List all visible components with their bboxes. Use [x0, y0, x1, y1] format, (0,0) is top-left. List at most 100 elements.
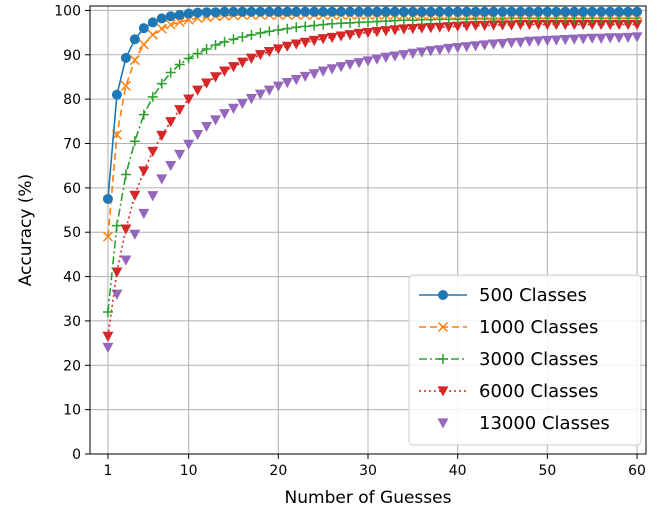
- y-tick-label: 40: [63, 270, 81, 286]
- data-point: [363, 16, 373, 27]
- data-point: [111, 289, 123, 300]
- data-point: [102, 307, 113, 318]
- x-tick-label: 50: [538, 463, 556, 479]
- series-6000-classes: [102, 19, 643, 342]
- data-point: [335, 31, 347, 42]
- data-point: [398, 6, 409, 17]
- data-point: [569, 6, 580, 17]
- data-point: [201, 78, 213, 89]
- data-point: [299, 71, 311, 83]
- data-point: [541, 35, 553, 47]
- y-tick-label: 90: [63, 48, 81, 64]
- data-point: [632, 6, 643, 17]
- data-point: [111, 267, 123, 278]
- data-point: [183, 8, 194, 19]
- data-point: [532, 36, 544, 47]
- data-point: [156, 174, 168, 185]
- series-500-classes: [102, 6, 643, 204]
- data-point: [174, 105, 186, 116]
- data-point: [129, 34, 140, 45]
- data-point: [290, 74, 302, 86]
- data-point: [273, 6, 284, 17]
- data-point: [111, 89, 122, 100]
- legend-marker: [437, 418, 449, 429]
- data-point: [345, 6, 356, 17]
- data-point: [578, 6, 589, 17]
- data-point: [309, 6, 320, 17]
- data-point: [318, 19, 329, 30]
- data-point: [550, 35, 562, 46]
- data-point: [129, 190, 141, 201]
- data-point: [102, 231, 113, 242]
- data-point: [354, 17, 365, 28]
- data-point: [192, 7, 203, 18]
- data-point: [613, 19, 625, 31]
- legend-item: 6000 Classes: [419, 381, 598, 402]
- data-point: [165, 117, 177, 128]
- data-point: [290, 39, 302, 50]
- data-point: [514, 19, 526, 31]
- data-point: [363, 6, 373, 17]
- data-point: [192, 129, 204, 141]
- data-point: [577, 19, 589, 31]
- data-point: [336, 18, 347, 29]
- data-point: [300, 6, 311, 17]
- data-point: [102, 193, 113, 204]
- data-point: [255, 6, 266, 17]
- data-point: [353, 58, 365, 69]
- series-line: [107, 14, 638, 237]
- data-point: [488, 6, 499, 17]
- data-point: [523, 36, 535, 47]
- data-point: [461, 6, 472, 17]
- data-point: [264, 6, 275, 17]
- y-tick-label: 60: [63, 181, 81, 197]
- x-tick-label: 20: [269, 463, 287, 479]
- data-point: [497, 20, 509, 31]
- data-point: [461, 21, 473, 32]
- y-tick-label: 0: [72, 447, 81, 463]
- data-point: [174, 16, 185, 27]
- data-point: [532, 19, 544, 31]
- y-tick-label: 70: [63, 137, 81, 153]
- data-point: [246, 6, 257, 17]
- data-point: [236, 98, 248, 110]
- data-point: [398, 50, 410, 61]
- data-point: [120, 169, 131, 180]
- data-point: [389, 51, 401, 62]
- data-point: [631, 19, 643, 31]
- y-tick-label: 80: [63, 92, 81, 108]
- data-point: [227, 103, 239, 114]
- data-point: [371, 27, 383, 38]
- y-tick-label: 30: [63, 314, 81, 330]
- axis-ticks: 1 10 20 30 40 50 60 0 10 20 30 40 50 60 70 80 90 100: [54, 3, 646, 479]
- data-point: [318, 6, 329, 17]
- data-point: [371, 54, 383, 65]
- data-point: [407, 15, 418, 26]
- x-tick-label: 10: [180, 463, 198, 479]
- data-point: [111, 220, 122, 231]
- data-point: [416, 47, 428, 58]
- data-point: [228, 34, 239, 45]
- data-point: [299, 37, 311, 48]
- data-point: [541, 19, 553, 31]
- data-point: [470, 41, 482, 52]
- data-point: [183, 139, 195, 150]
- data-point: [380, 16, 391, 27]
- data-point: [281, 41, 293, 52]
- data-point: [183, 53, 194, 64]
- legend-item: 1000 Classes: [419, 317, 598, 338]
- data-point: [622, 19, 634, 31]
- legend-label: 13000 Classes: [479, 413, 610, 434]
- data-point: [174, 149, 186, 161]
- data-point: [362, 56, 374, 67]
- data-point: [416, 6, 427, 17]
- data-point: [210, 40, 221, 51]
- data-point: [129, 136, 140, 147]
- data-point: [138, 208, 150, 220]
- data-point: [326, 64, 338, 75]
- data-point: [604, 33, 616, 44]
- data-point: [237, 32, 248, 43]
- data-point: [308, 35, 320, 47]
- data-point: [246, 29, 257, 40]
- data-point: [326, 32, 338, 43]
